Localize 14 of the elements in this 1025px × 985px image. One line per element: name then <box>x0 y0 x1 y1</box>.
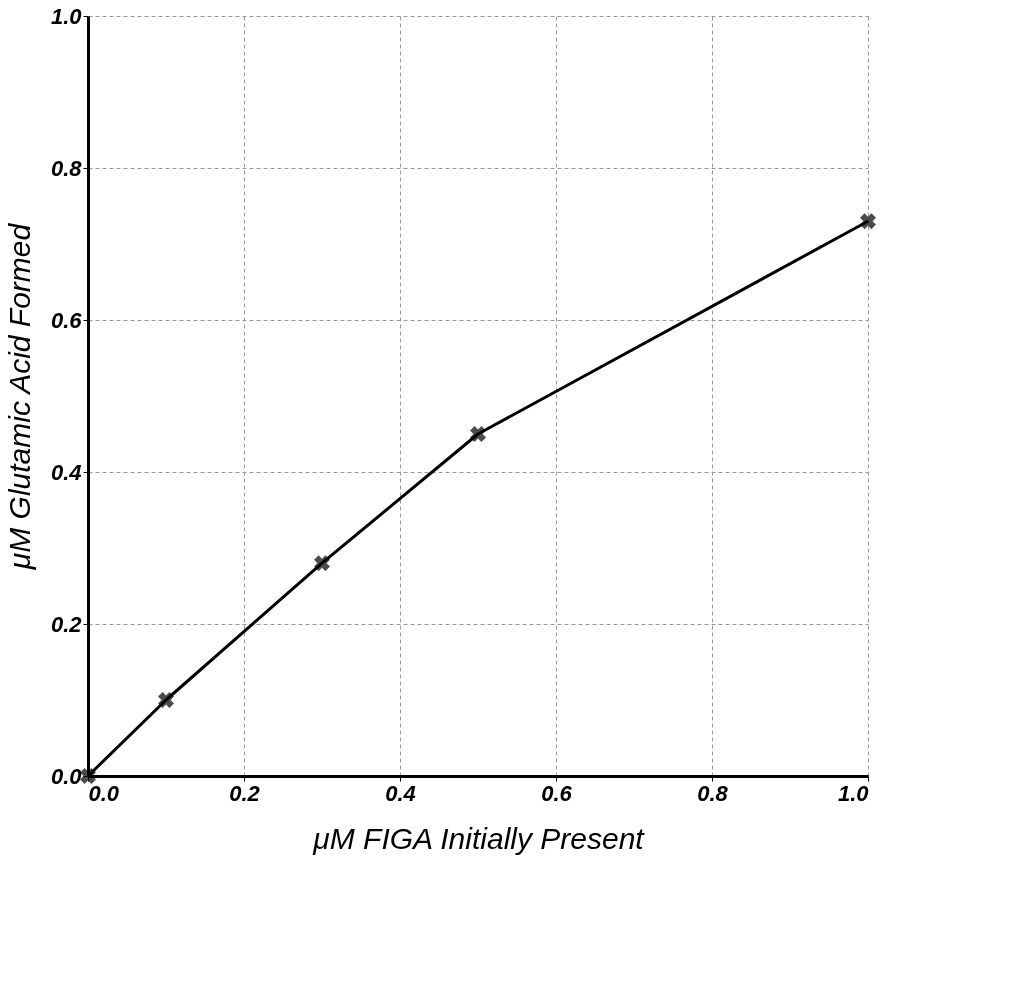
y-tick-label: 0.2 <box>50 611 83 637</box>
x-tick-label: 0.4 <box>385 780 416 806</box>
y-tick-label: 1.0 <box>50 3 83 29</box>
y-axis-title: μM Glutamic Acid Formed <box>2 222 36 571</box>
x-tick-label: 0.0 <box>88 780 120 806</box>
y-tick-label: 0.0 <box>50 763 83 789</box>
x-tick-label: 0.2 <box>229 780 261 806</box>
y-tick-label: 0.6 <box>50 307 83 333</box>
y-tick-label: 0.8 <box>50 155 83 181</box>
y-tick-label: 0.4 <box>50 459 82 485</box>
x-tick-label: 0.8 <box>697 780 729 806</box>
x-tick-label: 1.0 <box>837 780 870 806</box>
x-tick-label: 0.6 <box>541 780 573 806</box>
x-axis-title: μM FIGA Initially Present <box>312 821 646 855</box>
